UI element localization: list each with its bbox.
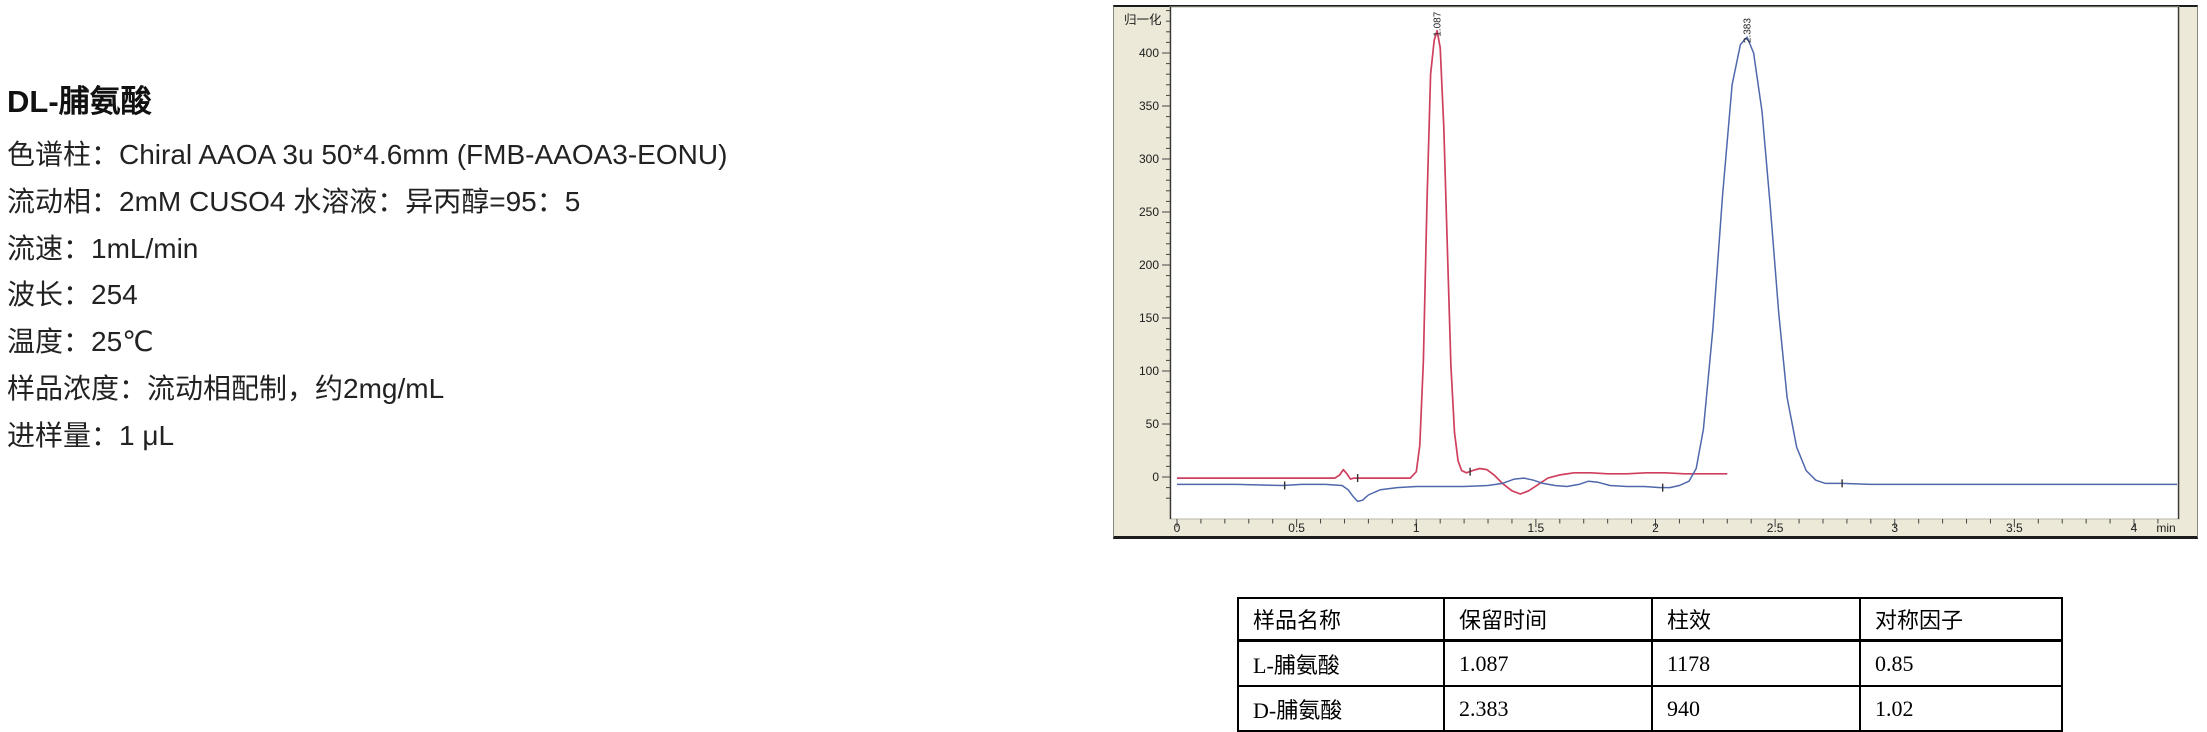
x-tick-label: 2.5 — [1767, 521, 1784, 535]
y-tick-label: 250 — [1139, 205, 1159, 219]
table-row: L-脯氨酸 1.087 1178 0.85 — [1237, 639, 2063, 687]
results-table: 样品名称 保留时间 柱效 对称因子 L-脯氨酸 1.087 1178 0.85 … — [1237, 597, 2063, 732]
condition-column: 色谱柱：Chiral AAOA 3u 50*4.6mm (FMB-AAOA3-E… — [7, 139, 728, 170]
x-tick-label: 3.5 — [2006, 521, 2023, 535]
x-tick-label: 1 — [1413, 521, 1420, 535]
cell-column-efficiency: 1178 — [1651, 639, 1861, 687]
condition-mobile-phase: 流动相：2mM CUSO4 水溶液：异丙醇=95：5 — [7, 185, 581, 217]
x-tick-label: 1.5 — [1528, 521, 1545, 535]
condition-flow-rate: 流速：1mL/min — [7, 232, 199, 264]
condition-wavelength: 波长：254 — [7, 279, 138, 311]
chromatogram-panel: 归一化 0 50 100 150 200 250 300 350 400 0 0.5 1 1.5 2 2.5 3… — [1113, 5, 2198, 539]
table-row: D-脯氨酸 2.383 940 1.02 — [1237, 685, 2063, 732]
header-column-efficiency: 柱效 — [1651, 597, 1861, 642]
y-tick-label: 150 — [1139, 311, 1159, 325]
y-tick-label: 300 — [1139, 152, 1159, 166]
table-header-row: 样品名称 保留时间 柱效 对称因子 — [1237, 597, 2063, 642]
x-tick-label: 3 — [1891, 521, 1898, 535]
chromatogram-chart: 归一化 0 50 100 150 200 250 300 350 400 0 0.5 1 1.5 2 2.5 3… — [1124, 6, 2180, 535]
y-axis-title: 归一化 — [1124, 13, 1162, 27]
x-tick-label: 0.5 — [1288, 521, 1305, 535]
plot-area — [1169, 6, 2180, 520]
peak-label: 2.383 — [1743, 18, 1754, 43]
y-tick-label: 200 — [1139, 258, 1159, 272]
x-tick-label: 0 — [1174, 521, 1181, 535]
cell-symmetry-factor: 0.85 — [1859, 639, 2063, 687]
condition-concentration: 样品浓度：流动相配制，约2mg/mL — [7, 372, 445, 404]
y-tick-label: 350 — [1139, 99, 1159, 113]
x-tick-label: 4 — [2131, 521, 2138, 535]
cell-sample-name: D-脯氨酸 — [1237, 685, 1445, 732]
cell-column-efficiency: 940 — [1651, 685, 1861, 732]
trace-D-脯氨酸 — [1177, 36, 2178, 503]
x-axis-unit-label: min — [2156, 521, 2175, 535]
traces-group — [1177, 29, 2178, 503]
header-retention-time: 保留时间 — [1443, 597, 1653, 642]
condition-injection: 进样量：1 μL — [7, 419, 175, 451]
method-conditions: DL-脯氨酸 色谱柱：Chiral AAOA 3u 50*4.6mm (FMB-… — [7, 82, 728, 460]
cell-retention-time: 2.383 — [1443, 685, 1653, 732]
header-symmetry-factor: 对称因子 — [1859, 597, 2063, 642]
condition-temperature: 温度：25℃ — [7, 326, 154, 358]
header-sample-name: 样品名称 — [1237, 597, 1445, 642]
x-tick-label: 2 — [1652, 521, 1659, 535]
cell-symmetry-factor: 1.02 — [1859, 685, 2063, 732]
peak-label: 1.087 — [1433, 11, 1444, 36]
cell-retention-time: 1.087 — [1443, 639, 1653, 687]
y-tick-label: 0 — [1152, 470, 1159, 484]
y-tick-label: 50 — [1146, 417, 1160, 431]
trace-L-脯氨酸 — [1177, 29, 1728, 495]
y-tick-label: 100 — [1139, 364, 1159, 378]
y-tick-label: 400 — [1139, 46, 1159, 60]
cell-sample-name: L-脯氨酸 — [1237, 639, 1445, 687]
sample-title: DL-脯氨酸 — [7, 84, 152, 119]
